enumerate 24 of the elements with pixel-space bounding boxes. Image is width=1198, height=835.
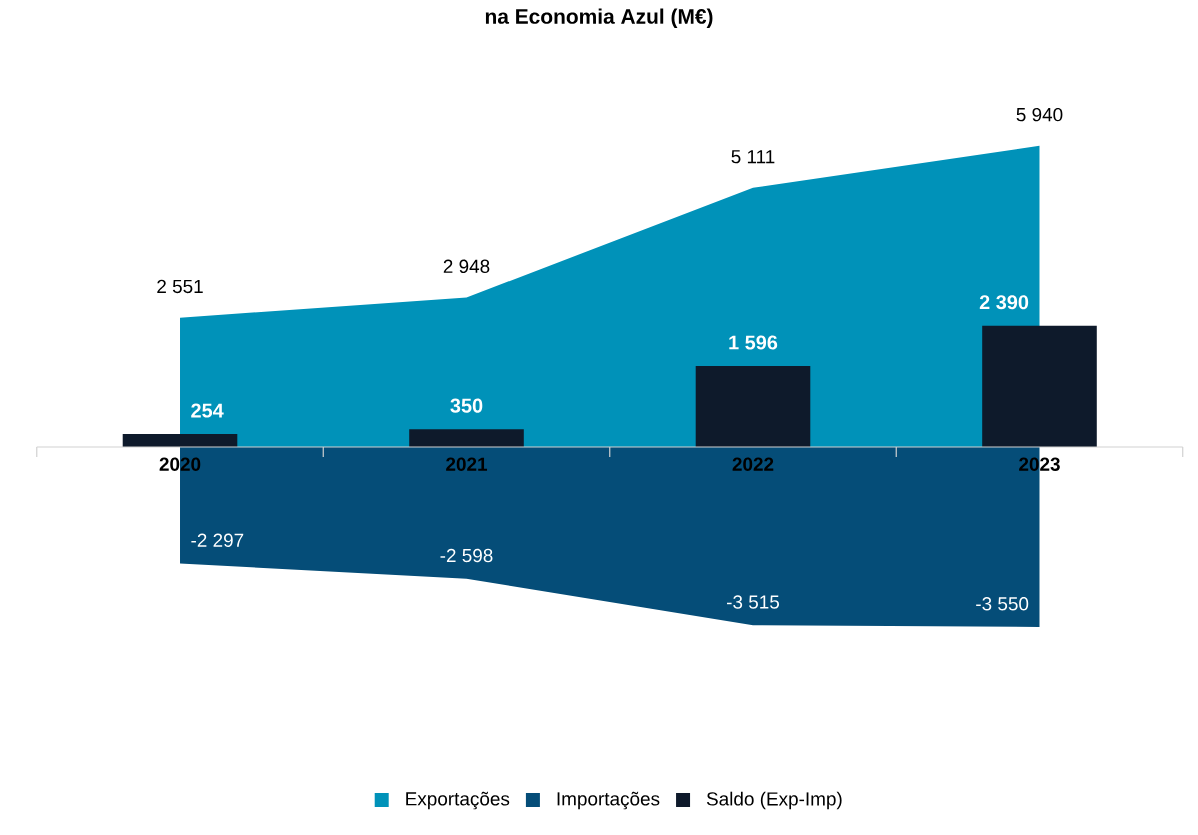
data-label: 2 948 (443, 259, 490, 274)
chart-title: na Economia Azul (M€) (485, 8, 713, 28)
bar (122, 434, 238, 447)
data-label: 2 551 (157, 279, 203, 294)
data-label: 5 940 (1016, 107, 1063, 122)
bar (982, 325, 1097, 447)
bar (695, 366, 811, 447)
x-tick-label: 2022 (732, 457, 774, 471)
data-label: -3 515 (727, 595, 780, 609)
x-tick-label: 2023 (1019, 457, 1060, 471)
data-label: 350 (450, 398, 483, 413)
legend-label: Importações (557, 791, 660, 810)
data-label: -2 297 (191, 533, 244, 547)
bar (409, 429, 524, 447)
data-label: 1 596 (729, 335, 778, 350)
x-tick-label: 2020 (159, 457, 201, 471)
legend-label: Exportações (406, 791, 510, 810)
data-label: 2 390 (979, 295, 1029, 310)
legend-label: Saldo (Exp-Imp) (706, 791, 842, 810)
data-label: -2 598 (440, 548, 493, 563)
data-label: 254 (191, 403, 224, 418)
x-tick-label: 2021 (446, 457, 488, 471)
data-label: -3 550 (976, 597, 1029, 611)
data-label: 5 111 (731, 150, 775, 164)
